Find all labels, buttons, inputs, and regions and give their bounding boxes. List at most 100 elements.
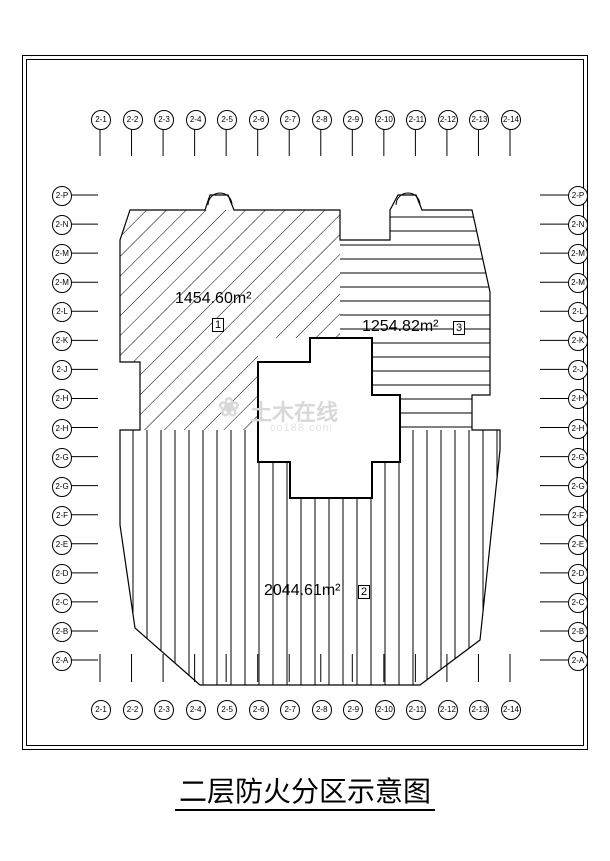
grid-bubble: 2-F (52, 506, 72, 526)
grid-bubble-label: 2-7 (280, 700, 300, 720)
grid-bubble-label: 2-8 (312, 110, 332, 130)
grid-bubble: 2-M (568, 273, 588, 293)
grid-bubble: 2-14 (501, 700, 521, 720)
grid-bubble-label: 2-12 (438, 700, 458, 720)
grid-bubble-label: 2-J (568, 360, 588, 380)
grid-bubble: 2-10 (375, 110, 395, 130)
grid-bubble-label: 2-11 (406, 110, 426, 130)
grid-bubble: 2-1 (91, 110, 111, 130)
grid-bubble: 2-14 (501, 110, 521, 130)
grid-bubble: 2-M (52, 244, 72, 264)
grid-bubble: 2-H (52, 419, 72, 439)
grid-bubble: 2-2 (123, 110, 143, 130)
grid-bubble-label: 2-1 (91, 700, 111, 720)
grid-bubble: 2-E (52, 535, 72, 555)
grid-bubble: 2-13 (469, 700, 489, 720)
grid-bubble: 2-H (52, 389, 72, 409)
grid-bubble-label: 2-2 (123, 110, 143, 130)
grid-bubble: 2-10 (375, 700, 395, 720)
grid-bubble-label: 2-3 (154, 110, 174, 130)
grid-bubble: 2-5 (217, 110, 237, 130)
grid-bubble-label: 2-E (568, 535, 588, 555)
grid-bubble-label: 2-C (568, 593, 588, 613)
grid-ticks-top (100, 128, 510, 156)
grid-bubble-label: 2-14 (501, 110, 521, 130)
page-root: 2-12-22-32-42-52-62-72-82-92-102-112-122… (0, 0, 610, 861)
grid-bubble: 2-F (568, 506, 588, 526)
zone-id-box: 3 (453, 321, 465, 335)
grid-bubble: 2-9 (343, 110, 363, 130)
grid-bubble-label: 2-F (52, 506, 72, 526)
grid-bubble: 2-K (568, 331, 588, 351)
grid-bubble: 2-G (568, 448, 588, 468)
grid-bubble: 2-D (568, 564, 588, 584)
zone-area-label: 1254.82m² (362, 318, 439, 336)
grid-bubble: 2-M (52, 273, 72, 293)
grid-bubble-label: 2-2 (123, 700, 143, 720)
grid-bubble-label: 2-K (568, 331, 588, 351)
grid-bubble: 2-B (52, 622, 72, 642)
grid-bubble-label: 2-H (568, 419, 588, 439)
zone-id-wrap: 3 (453, 318, 465, 336)
grid-bubble-label: 2-H (52, 419, 72, 439)
zone-area-label: 1454.60m² (175, 290, 252, 308)
grid-bubble: 2-3 (154, 110, 174, 130)
grid-bubble-label: 2-M (568, 273, 588, 293)
grid-bubble: 2-G (568, 477, 588, 497)
grid-bubble: 2-E (568, 535, 588, 555)
grid-ticks-right (540, 195, 568, 660)
grid-bubble-label: 2-H (568, 389, 588, 409)
grid-bubble-label: 2-G (52, 448, 72, 468)
zone-area-label: 2044.61m² (264, 582, 341, 600)
grid-bubble-label: 2-B (52, 622, 72, 642)
grid-bubble: 2-P (568, 186, 588, 206)
grid-bubble: 2-7 (280, 700, 300, 720)
grid-bubble-label: 2-L (52, 302, 72, 322)
grid-bubble-label: 2-G (52, 477, 72, 497)
grid-bubble: 2-P (52, 186, 72, 206)
grid-bubble-label: 2-G (568, 448, 588, 468)
grid-bubble: 2-9 (343, 700, 363, 720)
grid-bubble: 2-K (52, 331, 72, 351)
zone-id-box: 1 (212, 318, 224, 332)
grid-bubble: 2-G (52, 448, 72, 468)
grid-bubble-label: 2-13 (469, 110, 489, 130)
grid-bubble: 2-4 (186, 700, 206, 720)
grid-bubble: 2-N (52, 215, 72, 235)
grid-ticks-left (70, 195, 98, 660)
grid-bubble: 2-L (52, 302, 72, 322)
grid-bubble-label: 2-H (52, 389, 72, 409)
grid-bubble: 2-11 (406, 700, 426, 720)
grid-bubble-label: 2-11 (406, 700, 426, 720)
grid-bubble: 2-13 (469, 110, 489, 130)
grid-bubble-label: 2-F (568, 506, 588, 526)
grid-bubble: 2-12 (438, 700, 458, 720)
grid-bubble-label: 2-G (568, 477, 588, 497)
grid-bubble: 2-4 (186, 110, 206, 130)
grid-bubble: 2-7 (280, 110, 300, 130)
grid-bubble-label: 2-A (568, 651, 588, 671)
grid-bubble-label: 2-M (52, 244, 72, 264)
grid-bubble-label: 2-A (52, 651, 72, 671)
grid-bubble-label: 2-6 (249, 700, 269, 720)
zone-id-wrap: 2 (358, 582, 370, 600)
grid-bubble-label: 2-D (568, 564, 588, 584)
grid-bubble-label: 2-10 (375, 700, 395, 720)
grid-bubble: 2-6 (249, 110, 269, 130)
grid-bubble-label: 2-9 (343, 110, 363, 130)
grid-bubble-label: 2-3 (154, 700, 174, 720)
grid-bubble: 2-B (568, 622, 588, 642)
grid-bubble-label: 2-E (52, 535, 72, 555)
grid-bubble: 2-8 (312, 700, 332, 720)
zone-id-wrap: 1 (212, 315, 224, 333)
grid-bubble-label: 2-1 (91, 110, 111, 130)
grid-bubble-label: 2-K (52, 331, 72, 351)
grid-bubble-label: 2-10 (375, 110, 395, 130)
grid-bubble-label: 2-12 (438, 110, 458, 130)
grid-bubble: 2-1 (91, 700, 111, 720)
drawing-title-text: 二层防火分区示意图 (175, 776, 435, 811)
grid-bubble: 2-J (568, 360, 588, 380)
grid-bubble-label: 2-M (52, 273, 72, 293)
grid-bubble-label: 2-P (52, 186, 72, 206)
grid-bubble: 2-C (52, 593, 72, 613)
